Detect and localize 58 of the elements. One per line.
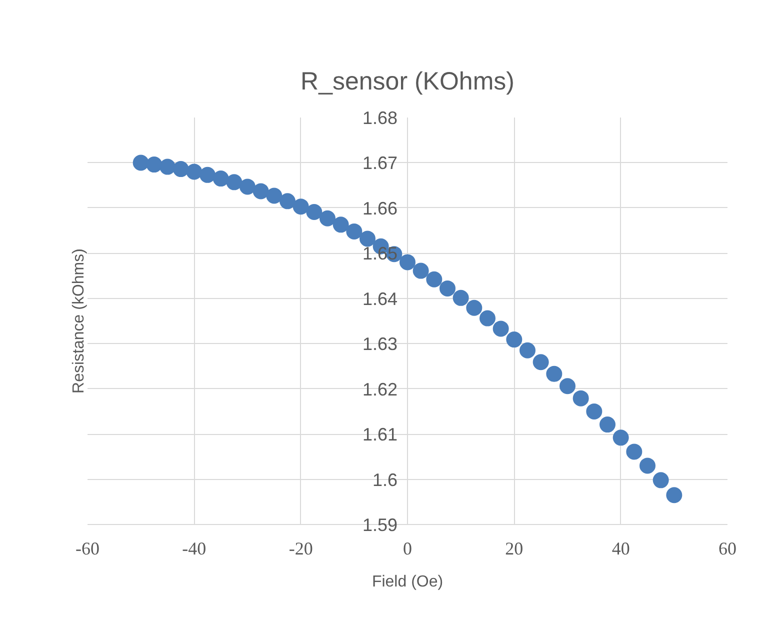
- point: [626, 444, 642, 460]
- y-tick-label: 1.67: [362, 153, 398, 174]
- point: [292, 198, 309, 215]
- point: [440, 280, 456, 296]
- point: [506, 332, 522, 348]
- point: [452, 290, 469, 306]
- point: [412, 262, 429, 279]
- x-axis-title: Field (Oe): [372, 574, 444, 590]
- y-tick-label: 1.64: [362, 288, 398, 309]
- point: [132, 154, 149, 171]
- x-tick-label: -20: [288, 538, 313, 558]
- point: [200, 166, 216, 183]
- x-tick-label: 40: [612, 538, 630, 558]
- point: [186, 164, 202, 180]
- point: [652, 472, 669, 488]
- y-tick-label: 1.59: [362, 515, 398, 535]
- y-tick-label: 1.61: [362, 424, 398, 445]
- point: [226, 174, 242, 190]
- y-tick-label: 1.6: [372, 470, 398, 490]
- point: [586, 403, 602, 420]
- y-axis-title: Resistance (kOhms): [70, 248, 88, 394]
- x-tick-label: -40: [182, 538, 206, 558]
- point: [266, 188, 282, 204]
- point: [160, 158, 176, 175]
- point: [320, 210, 336, 226]
- x-tick-label: -60: [76, 538, 100, 558]
- point: [640, 458, 656, 474]
- point: [546, 366, 562, 382]
- point: [332, 216, 349, 233]
- chart-title: R_sensor (KOhms): [300, 68, 514, 96]
- point: [172, 161, 189, 178]
- point: [466, 300, 482, 316]
- point: [612, 430, 629, 446]
- y-tick-label: 1.62: [362, 379, 398, 400]
- point: [492, 320, 509, 337]
- y-tick-label: 1.68: [362, 108, 398, 128]
- point: [360, 230, 376, 247]
- point: [572, 390, 589, 406]
- point: [252, 183, 269, 200]
- y-tick-label: 1.66: [362, 198, 398, 218]
- x-tick-label: 20: [505, 538, 524, 558]
- point: [306, 204, 322, 220]
- point: [146, 156, 162, 173]
- point: [560, 378, 576, 394]
- point: [346, 223, 362, 240]
- point: [212, 170, 229, 187]
- y-tick-label: 1.63: [362, 334, 398, 354]
- x-tick-label: 60: [718, 538, 736, 558]
- point: [666, 487, 682, 504]
- point: [600, 416, 616, 433]
- point: [240, 178, 256, 195]
- x-tick-label: 0: [403, 538, 412, 558]
- point: [532, 354, 549, 370]
- point: [520, 342, 536, 358]
- point: [280, 193, 296, 210]
- point: [480, 310, 496, 326]
- point: [400, 254, 416, 270]
- point: [426, 271, 442, 288]
